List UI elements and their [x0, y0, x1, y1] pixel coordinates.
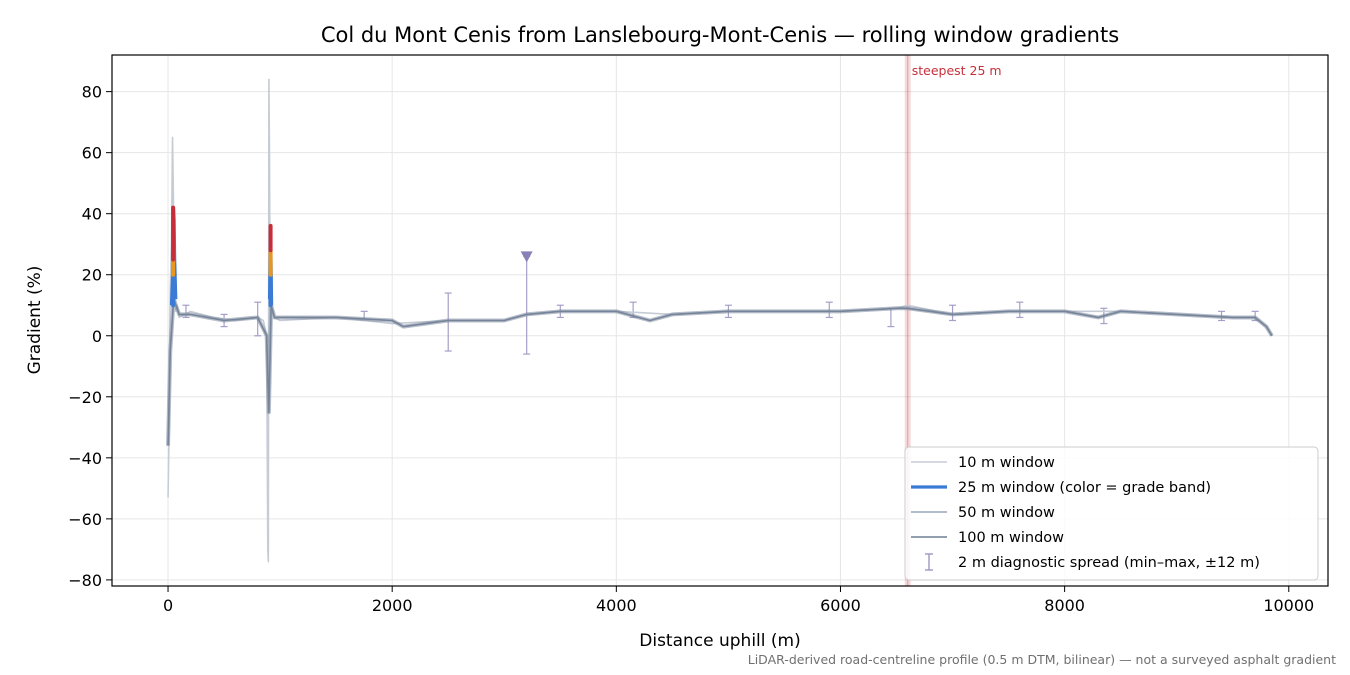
diagnostic-errorbar — [523, 255, 531, 355]
y-tick-label: −60 — [68, 510, 102, 529]
legend-item: 100 m window — [911, 530, 1064, 546]
axis-ticks: 0 2000 4000 6000 8000 10000 −80 −60 −40 −20 0 20 40 6… — [68, 83, 1314, 615]
legend-item: 25 m window (color = grade band) — [911, 480, 1211, 496]
x-tick-label: 6000 — [820, 596, 861, 615]
gridlines — [112, 55, 1328, 586]
peak-marker — [520, 251, 533, 263]
grade-band-line — [166, 297, 1274, 446]
series-line — [167, 298, 1273, 446]
y-tick-label: 0 — [92, 327, 102, 346]
footnote: LiDAR-derived road-centreline profile (0… — [748, 652, 1336, 667]
legend-item: 10 m window — [911, 455, 1055, 471]
legend-item: 2 m diagnostic spread (min–max, ±12 m) — [925, 553, 1260, 571]
y-tick-label: −20 — [68, 388, 102, 407]
y-tick-label: 20 — [82, 266, 102, 285]
legend-label: 2 m diagnostic spread (min–max, ±12 m) — [958, 555, 1260, 571]
plot-area: steepest 25 m — [166, 55, 1274, 586]
legend-label: 50 m window — [958, 505, 1055, 521]
legend-item: 50 m window — [911, 505, 1055, 521]
y-tick-label: 40 — [82, 205, 102, 224]
legend-label: 10 m window — [958, 455, 1055, 471]
chart-title: Col du Mont Cenis from Lanslebourg-Mont-… — [321, 23, 1119, 47]
y-tick-label: 80 — [82, 83, 102, 102]
y-tick-label: −80 — [68, 571, 102, 590]
y-tick-label: −40 — [68, 449, 102, 468]
y-axis-label: Gradient (%) — [25, 266, 45, 375]
x-tick-label: 8000 — [1044, 596, 1085, 615]
steepest-band — [904, 55, 911, 586]
legend-label: 25 m window (color = grade band) — [958, 480, 1211, 496]
diagnostic-errorbar — [887, 307, 895, 328]
legend-box — [904, 446, 1319, 581]
steepest-label: steepest 25 m — [912, 63, 1002, 78]
axes-frame — [111, 54, 1329, 587]
legend: 10 m window 25 m window (color = grade ba… — [904, 446, 1319, 581]
x-axis-label: Distance uphill (m) — [639, 631, 800, 651]
x-tick-label: 0 — [163, 596, 173, 615]
x-tick-label: 2000 — [372, 596, 413, 615]
y-tick-label: 60 — [82, 144, 102, 163]
legend-label: 100 m window — [958, 530, 1064, 546]
x-tick-label: 10000 — [1263, 596, 1314, 615]
x-tick-label: 4000 — [596, 596, 637, 615]
